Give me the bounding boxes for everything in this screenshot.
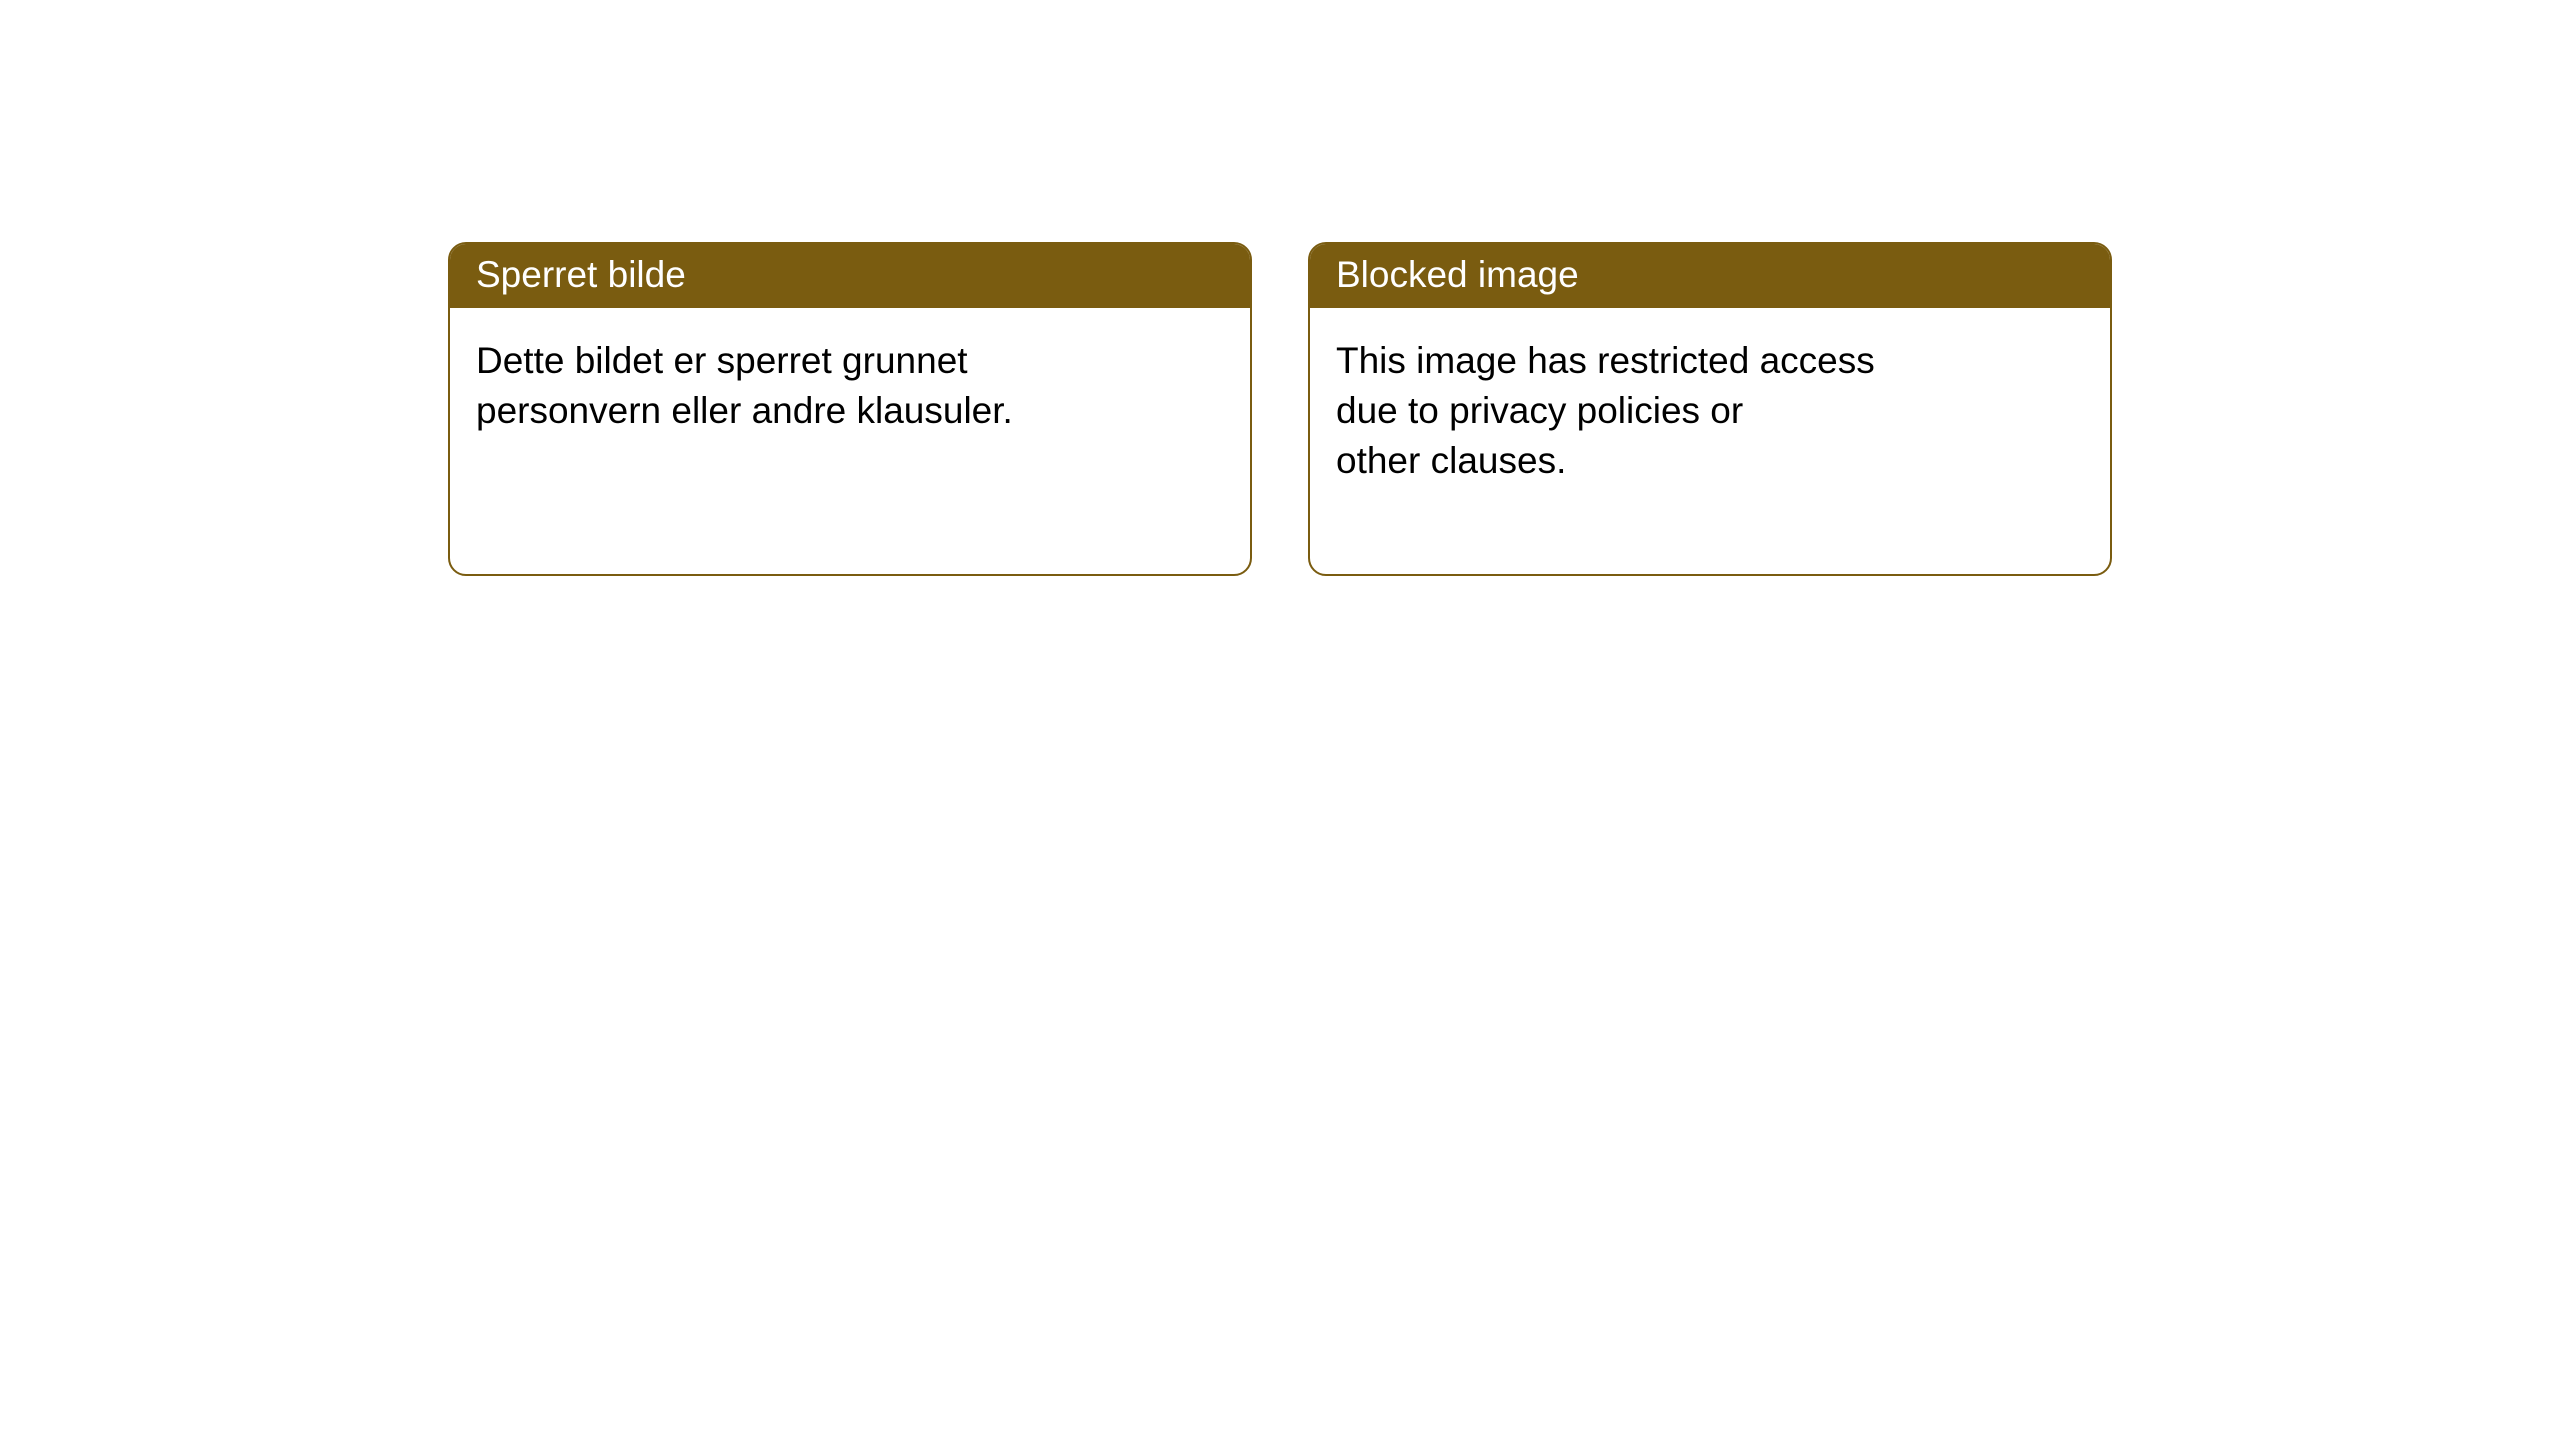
notice-header-norwegian: Sperret bilde	[450, 244, 1250, 308]
notice-card-norwegian: Sperret bilde Dette bildet er sperret gr…	[448, 242, 1252, 576]
notice-body-english: This image has restricted access due to …	[1310, 308, 2110, 514]
notice-container: Sperret bilde Dette bildet er sperret gr…	[0, 0, 2560, 576]
notice-body-norwegian: Dette bildet er sperret grunnet personve…	[450, 308, 1250, 464]
notice-header-english: Blocked image	[1310, 244, 2110, 308]
notice-card-english: Blocked image This image has restricted …	[1308, 242, 2112, 576]
